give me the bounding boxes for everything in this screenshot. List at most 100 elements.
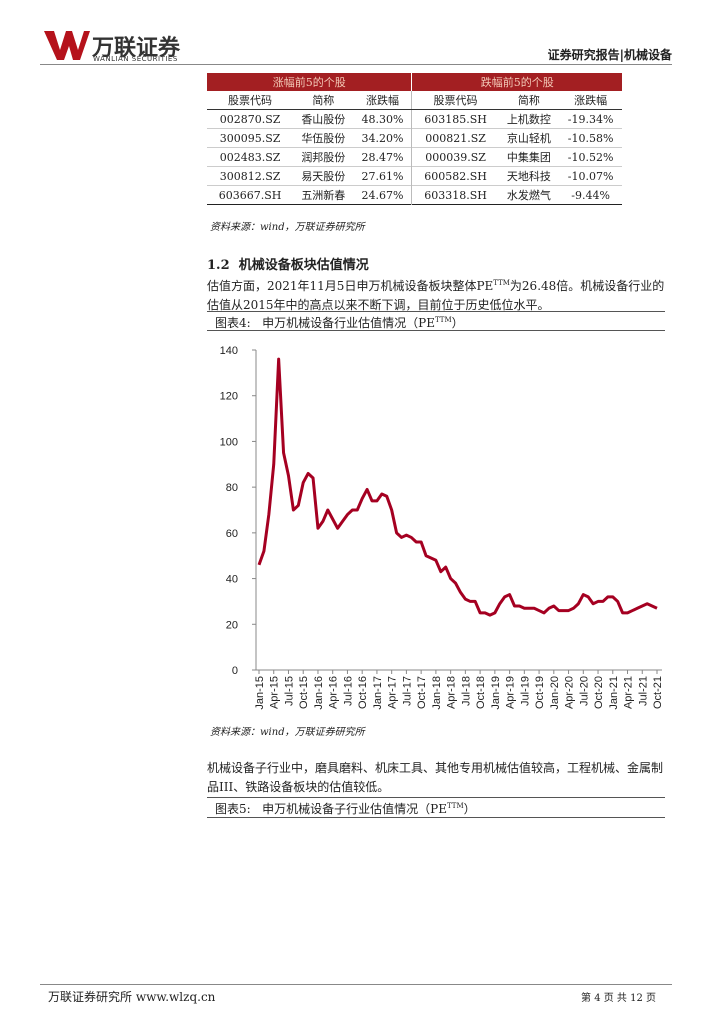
- rule: [207, 330, 665, 331]
- cell: -9.44%: [571, 188, 610, 202]
- x-tick-label: Oct-19: [534, 676, 546, 709]
- y-tick-label: 60: [226, 528, 238, 540]
- table-row: 603667.SH 五洲新春 24.67% 603318.SH 水发燃气 -9.44%: [207, 185, 622, 205]
- cell: 603185.SH: [411, 109, 499, 129]
- cell: 28.47%: [361, 150, 404, 164]
- x-tick-label: Apr-15: [269, 676, 281, 709]
- stock-table: 涨幅前5的个股 跌幅前5的个股 股票代码 简称 涨跌幅 股票代码 简称 涨跌幅 002870…: [207, 73, 622, 205]
- figure-title: 图表5: 申万机械设备子行业估值情况（PETTM）: [215, 800, 476, 817]
- cell: 27.61%: [361, 169, 404, 183]
- footer-right: 第 4 页 共 12 页: [581, 993, 656, 1004]
- cell: 600582.SH: [411, 166, 499, 186]
- logo: [44, 31, 90, 60]
- section-heading: 1.2 机械设备板块估值情况: [207, 254, 369, 273]
- x-tick-label: Jan-15: [254, 676, 266, 710]
- table-row: 002870.SZ 香山股份 48.30% 603185.SH 上机数控 -19.34%: [207, 109, 622, 129]
- x-tick-label: Oct-21: [652, 676, 664, 709]
- x-tick-label: Oct-17: [416, 676, 428, 709]
- cell: 24.67%: [361, 188, 404, 202]
- x-tick-label: Oct-16: [357, 676, 369, 709]
- x-tick-label: Jan-18: [431, 676, 443, 710]
- x-tick-label: Jul-18: [460, 676, 472, 706]
- column-header: 涨跌幅: [353, 91, 412, 110]
- cell: 000039.SZ: [411, 147, 499, 167]
- figure-title: 图表4: 申万机械设备行业估值情况（PETTM）: [215, 314, 464, 331]
- cell: 润邦股份: [301, 151, 346, 164]
- text: ）: [463, 802, 476, 816]
- x-tick-label: Apr-17: [387, 676, 399, 709]
- column-header: 简称: [498, 91, 560, 110]
- text: ）: [451, 316, 464, 330]
- cell: 002483.SZ: [219, 150, 281, 164]
- cell: 300812.SZ: [219, 169, 281, 183]
- text: 为26.48倍。机械设备行业的估值从2015年中的高点以来不断下调，目前位于历史…: [207, 279, 665, 312]
- x-tick-label: Apr-18: [446, 676, 458, 709]
- company-en: WANLIAN SECURITIES: [93, 55, 178, 63]
- x-tick-label: Oct-20: [593, 676, 605, 709]
- x-tick-label: Jan-21: [608, 676, 620, 710]
- rule: [207, 797, 665, 798]
- y-tick-label: 20: [226, 619, 238, 631]
- y-tick-label: 120: [220, 391, 238, 403]
- y-tick-label: 140: [220, 345, 238, 357]
- footer-rule: [40, 984, 672, 985]
- cell: 香山股份: [301, 113, 346, 126]
- y-tick-label: 0: [232, 665, 238, 677]
- section-title: 机械设备板块估值情况: [238, 258, 369, 273]
- x-tick-label: Apr-19: [505, 676, 517, 709]
- x-tick-label: Apr-20: [564, 676, 576, 709]
- table-row: 300812.SZ 易天股份 27.61% 600582.SH 天地科技 -10.07%: [207, 166, 622, 186]
- cell: 水发燃气: [506, 189, 551, 202]
- x-tick-label: Apr-16: [328, 676, 340, 709]
- table-row: 300095.SZ 华伍股份 34.20% 000821.SZ 京山轻机 -10.58%: [207, 128, 622, 148]
- cell: 603318.SH: [411, 185, 499, 205]
- cell: 34.20%: [361, 131, 404, 145]
- column-header: 股票代码: [207, 91, 294, 110]
- cell: 五洲新春: [301, 189, 346, 202]
- group: 涨幅前5的个股: [207, 73, 413, 91]
- paragraph: 机械设备子行业中，磨具磨料、机床工具、其他专用机械估值较高，工程机械、金属制品I…: [207, 761, 664, 794]
- header-rule: [40, 64, 672, 65]
- x-tick-label: Jul-16: [342, 676, 354, 706]
- text: 申万机械设备行业估值情况（PE: [262, 316, 435, 330]
- cell: -10.07%: [567, 169, 614, 183]
- y-tick-label: 100: [220, 436, 238, 448]
- cell: 48.30%: [361, 112, 404, 126]
- superscript: TTM: [493, 279, 510, 287]
- x-tick-label: Jan-19: [490, 676, 502, 710]
- cell: 京山轻机: [506, 132, 551, 145]
- header-right: 证券研究报告|机械设备: [547, 48, 672, 62]
- column-header: 涨跌幅: [559, 91, 622, 110]
- cell: -10.58%: [567, 131, 614, 145]
- x-tick-label: Oct-15: [298, 676, 310, 709]
- table-row: 002483.SZ 润邦股份 28.47% 000039.SZ 中集集团 -10.52%: [207, 147, 622, 167]
- cell: 603667.SH: [218, 188, 282, 202]
- figure-label: 图表4:: [215, 316, 251, 330]
- line: [257, 357, 658, 617]
- x-tick-label: Jan-20: [549, 676, 561, 710]
- x-tick-label: Jul-20: [578, 676, 590, 706]
- footer-left: 万联证券研究所 www.wlzq.cn: [48, 990, 216, 1004]
- group: 跌幅前5的个股: [480, 76, 554, 89]
- cell: 中集集团: [506, 151, 551, 164]
- column-header: 股票代码: [411, 91, 499, 110]
- x-tick-label: Jul-17: [401, 676, 413, 706]
- cell: 000821.SZ: [411, 128, 499, 148]
- rule: [207, 817, 665, 818]
- x-tick-label: Jul-19: [519, 676, 531, 706]
- section-number: 1.2: [207, 258, 230, 273]
- x-tick-label: Jul-21: [637, 676, 649, 706]
- x-tick-label: Jan-16: [313, 676, 325, 710]
- figure-label: 图表5:: [215, 802, 251, 816]
- cell: 002870.SZ: [219, 112, 281, 126]
- rule: [207, 311, 665, 312]
- cell: 300095.SZ: [219, 131, 281, 145]
- y-tick-label: 80: [226, 482, 238, 494]
- cell: -19.34%: [567, 112, 614, 126]
- company: 万联证券: [92, 36, 181, 61]
- cell: 易天股份: [301, 170, 346, 183]
- superscript: TTM: [434, 316, 452, 324]
- paragraph: 估值方面，2021年11月5日申万机械设备板块整体PETTM为26.48倍。机械…: [207, 274, 667, 315]
